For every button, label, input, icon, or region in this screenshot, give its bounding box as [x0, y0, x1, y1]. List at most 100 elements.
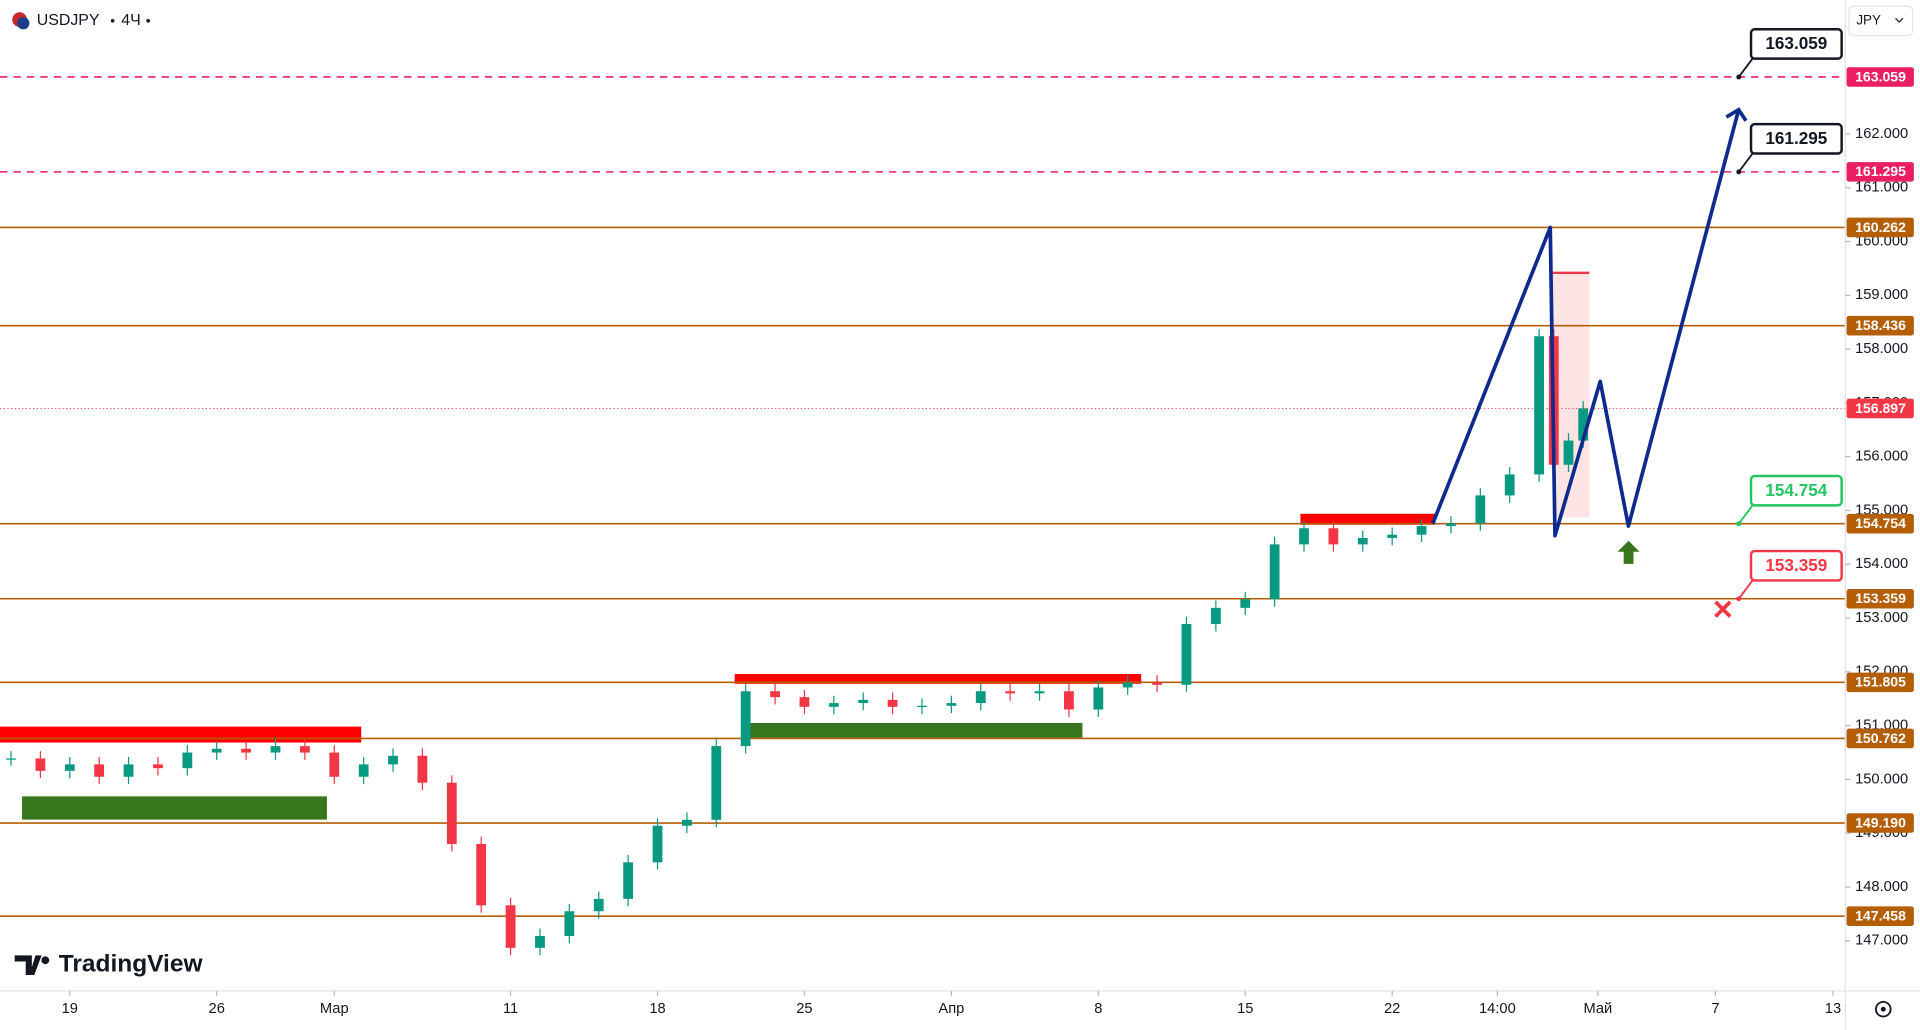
callout-label: 163.059	[1765, 33, 1827, 53]
y-tick-label: 159.000	[1855, 287, 1908, 303]
callout-box	[1749, 28, 1843, 60]
candle	[35, 758, 46, 771]
candle	[1181, 623, 1192, 685]
settings-icon[interactable]	[1880, 1006, 1886, 1012]
x-tick-label: 11	[503, 1001, 518, 1017]
level-price-box	[1846, 906, 1914, 926]
candle	[887, 699, 898, 707]
level-price-label: 153.359	[1855, 590, 1906, 606]
candle	[1269, 544, 1280, 600]
x-tick-label: Мар	[320, 1001, 349, 1017]
callout-leader	[1738, 578, 1755, 600]
candle	[6, 758, 16, 760]
candle	[975, 691, 986, 704]
x-tick-label: 22	[1384, 1001, 1400, 1017]
resistance-zone	[734, 674, 1142, 684]
candle	[1152, 682, 1162, 685]
candle	[329, 752, 340, 777]
y-tick-label: 162.000	[1855, 126, 1908, 142]
logo-mark	[41, 956, 50, 965]
candle	[1034, 691, 1045, 694]
candle	[446, 782, 457, 845]
candle	[711, 746, 722, 820]
callout-anchor	[1736, 169, 1742, 175]
symbol: USDJPY	[37, 12, 100, 29]
level-price-label: 160.262	[1855, 219, 1906, 235]
candle	[1578, 408, 1589, 441]
candle	[123, 764, 134, 777]
level-price-label: 161.295	[1855, 163, 1906, 179]
y-tick-label: 147.000	[1855, 933, 1908, 949]
candle	[1122, 682, 1133, 688]
callout-leader	[1738, 151, 1755, 173]
interval: 4Ч	[121, 12, 140, 29]
x-tick-label: 14:00	[1479, 1001, 1516, 1017]
header: USDJPY 4Ч	[12, 12, 150, 30]
x-tick-label: 15	[1237, 1001, 1253, 1017]
candle	[535, 935, 545, 948]
candle	[1328, 528, 1339, 545]
level-price-label: 151.805	[1855, 674, 1906, 690]
level-price-box	[1846, 588, 1914, 609]
candle	[299, 746, 310, 753]
callout-box	[1749, 122, 1843, 155]
settings-icon[interactable]	[1875, 1000, 1892, 1018]
currency-button[interactable]	[1848, 5, 1914, 37]
separator	[146, 18, 150, 23]
level-price-box	[1846, 513, 1914, 534]
y-tick-label: 150.000	[1855, 771, 1908, 787]
currency[interactable]: JPY	[1856, 12, 1881, 27]
callout-anchor	[1736, 74, 1742, 80]
support-zone	[22, 796, 327, 820]
resistance-zone	[1300, 513, 1436, 525]
y-tick-label: 153.000	[1855, 610, 1908, 626]
resistance-zone	[0, 726, 362, 743]
candle	[652, 825, 663, 863]
logo-mark	[14, 955, 42, 975]
level-price-label: 149.190	[1855, 814, 1906, 830]
callout-label: 161.295	[1765, 128, 1827, 148]
candle	[1240, 599, 1251, 608]
logo: TradingView	[14, 951, 203, 978]
candle	[64, 764, 75, 771]
candle	[623, 862, 634, 899]
candle	[1387, 534, 1398, 538]
candle	[740, 691, 751, 747]
candle	[94, 764, 105, 777]
candle	[1005, 691, 1016, 694]
x-tick-label: Май	[1583, 1001, 1612, 1017]
candle	[505, 905, 516, 948]
plot	[0, 76, 1846, 956]
settings[interactable]	[1875, 1000, 1892, 1018]
x-tick-label: 8	[1094, 1001, 1102, 1017]
candle	[917, 705, 927, 707]
candle	[1093, 687, 1104, 710]
projection-arrowhead	[1725, 107, 1748, 122]
candle	[1064, 691, 1074, 710]
x-tick-label: 7	[1711, 1001, 1719, 1017]
candle	[770, 691, 780, 698]
level-price-label: 147.458	[1855, 908, 1906, 924]
candle	[241, 748, 252, 753]
separator	[110, 18, 115, 23]
candle	[1475, 495, 1486, 524]
candle	[593, 898, 604, 912]
x-tick-label: 18	[649, 1001, 665, 1017]
last-price-box	[1846, 398, 1914, 419]
y-tick-label: 160.000	[1855, 233, 1908, 249]
level-price-box	[1846, 162, 1914, 182]
currency-select[interactable]: JPY	[1848, 5, 1914, 37]
level-price-label: 150.762	[1855, 730, 1906, 746]
candle	[211, 748, 222, 753]
y-tick-label: 158.000	[1855, 341, 1908, 357]
callout-label: 154.754	[1765, 480, 1827, 500]
level-price-label: 163.059	[1855, 68, 1906, 84]
callout-box	[1749, 549, 1843, 582]
candle	[153, 764, 163, 769]
candle	[682, 819, 692, 826]
support-zone	[744, 722, 1083, 738]
candle	[417, 755, 428, 783]
level-price-label: 158.436	[1855, 317, 1906, 333]
candle	[1416, 526, 1427, 535]
callout-leader	[1738, 56, 1755, 78]
